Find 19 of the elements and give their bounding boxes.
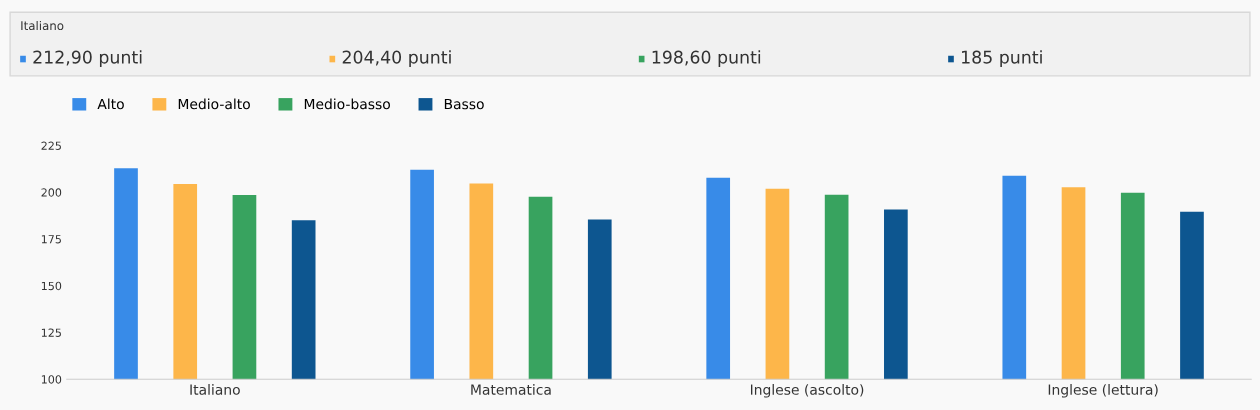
- x-tick-label: Inglese (lettura): [1048, 384, 1158, 398]
- legend-label: Medio-alto: [178, 98, 250, 110]
- legend-label: Alto: [97, 98, 124, 110]
- y-tick-label: 225: [41, 141, 61, 150]
- x-tick-label: Matematica: [471, 384, 551, 395]
- text: 198,60 punti: [652, 50, 761, 68]
- legend-label: Basso: [444, 98, 484, 110]
- x-tick-label: Inglese (ascolto): [750, 384, 864, 398]
- text: 212,90 punti: [33, 50, 142, 68]
- text: Italiano: [21, 20, 64, 31]
- y-tick-label: 200: [41, 188, 62, 197]
- y-tick-label: 100: [41, 375, 62, 384]
- y-tick-label: 175: [41, 235, 61, 244]
- legend-label: Medio-basso: [304, 98, 390, 110]
- x-tick-label: Italiano: [190, 384, 240, 395]
- y-tick-label: 150: [41, 281, 62, 291]
- text: 185 punti: [962, 50, 1042, 68]
- y-tick-label: 125: [41, 328, 61, 337]
- text: 204,40 punti: [342, 50, 451, 68]
